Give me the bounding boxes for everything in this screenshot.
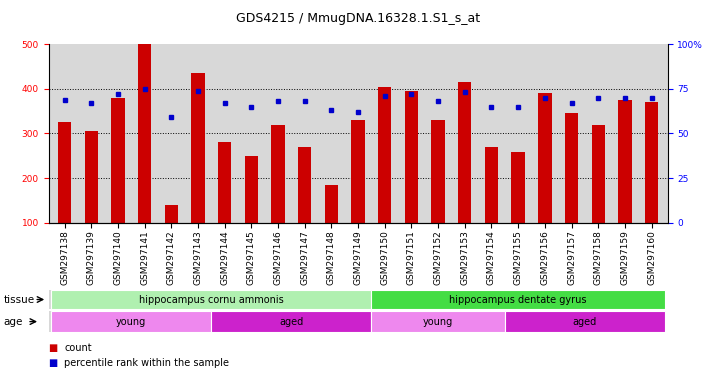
- Bar: [218, 142, 231, 223]
- Bar: [138, 44, 151, 223]
- Bar: [371, 290, 665, 309]
- Bar: [505, 311, 665, 332]
- Bar: [84, 131, 98, 223]
- Text: hippocampus cornu ammonis: hippocampus cornu ammonis: [139, 295, 283, 305]
- Bar: [191, 73, 205, 223]
- Bar: [371, 311, 505, 332]
- Bar: [538, 93, 551, 223]
- Bar: [51, 311, 211, 332]
- Bar: [565, 113, 578, 223]
- Text: aged: aged: [279, 316, 303, 327]
- Bar: [458, 82, 471, 223]
- Bar: [351, 120, 365, 223]
- Bar: [485, 147, 498, 223]
- Text: GDS4215 / MmugDNA.16328.1.S1_s_at: GDS4215 / MmugDNA.16328.1.S1_s_at: [236, 12, 480, 25]
- Text: percentile rank within the sample: percentile rank within the sample: [64, 358, 229, 368]
- Bar: [298, 147, 311, 223]
- Bar: [405, 91, 418, 223]
- Text: age: age: [4, 316, 23, 327]
- Text: young: young: [116, 316, 146, 327]
- Bar: [431, 120, 445, 223]
- Bar: [165, 205, 178, 223]
- Bar: [618, 100, 632, 223]
- Text: count: count: [64, 343, 92, 353]
- Text: aged: aged: [573, 316, 597, 327]
- Bar: [211, 311, 371, 332]
- Text: ■: ■: [49, 343, 58, 353]
- Text: hippocampus dentate gyrus: hippocampus dentate gyrus: [449, 295, 587, 305]
- Bar: [58, 122, 71, 223]
- Bar: [111, 98, 125, 223]
- Bar: [645, 102, 658, 223]
- Bar: [511, 152, 525, 223]
- Bar: [378, 86, 391, 223]
- Bar: [245, 156, 258, 223]
- Text: ■: ■: [49, 358, 58, 368]
- Text: tissue: tissue: [4, 295, 35, 305]
- Bar: [325, 185, 338, 223]
- Bar: [271, 124, 285, 223]
- Bar: [591, 124, 605, 223]
- Bar: [51, 290, 371, 309]
- Text: young: young: [423, 316, 453, 327]
